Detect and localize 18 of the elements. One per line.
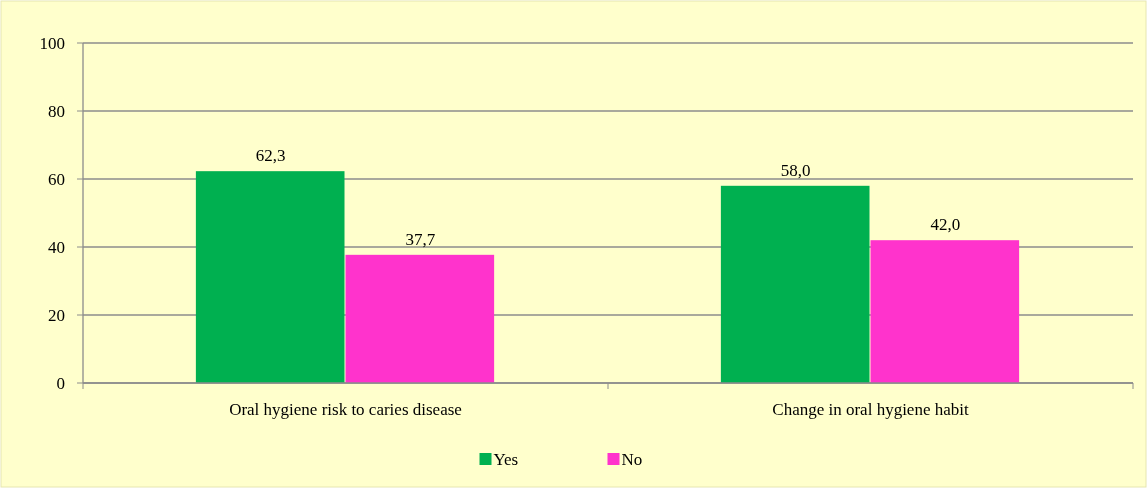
- data-label: 62,3: [255, 146, 286, 166]
- data-label: 37,7: [405, 229, 436, 249]
- y-tick-label: 100: [39, 33, 65, 53]
- bar: [720, 185, 870, 383]
- y-tick-label: 80: [48, 101, 65, 121]
- x-tick-label: Change in oral hygiene habit: [772, 400, 969, 419]
- legend-label: No: [621, 449, 643, 469]
- y-tick-label: 40: [48, 237, 65, 257]
- y-tick-label: 0: [56, 373, 65, 393]
- data-label: 58,0: [780, 160, 811, 180]
- bar: [345, 254, 495, 383]
- data-label: 42,0: [930, 215, 961, 235]
- y-tick-label: 20: [48, 305, 65, 325]
- legend-label: Yes: [493, 449, 519, 469]
- bar: [195, 171, 345, 383]
- x-tick-label: Oral hygiene risk to caries disease: [229, 400, 462, 419]
- bar: [870, 240, 1020, 383]
- y-tick-label: 60: [48, 169, 65, 189]
